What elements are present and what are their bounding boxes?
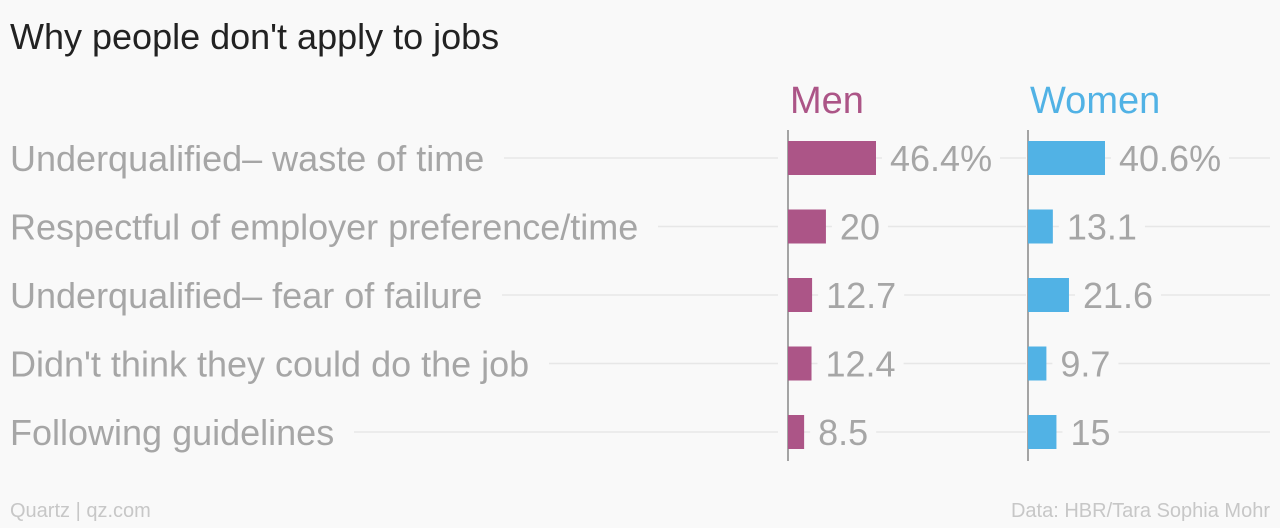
label-background (882, 154, 1001, 162)
series-header: Men (790, 80, 864, 122)
label-background (810, 428, 877, 436)
bar (788, 346, 812, 381)
label-background (831, 222, 888, 231)
bar (1028, 346, 1047, 381)
category-label: Following guidelines (10, 412, 334, 453)
bar (1028, 209, 1053, 244)
bar-value-label: 12.7 (826, 275, 896, 316)
label-background (818, 291, 905, 299)
bar-value-label: 20 (840, 207, 880, 248)
category-label: Underqualified– fear of failure (10, 275, 482, 316)
bar (788, 141, 876, 175)
label-background (1058, 222, 1145, 231)
bar-value-label: 46.4% (890, 138, 992, 179)
bar-value-label: 13.1 (1067, 207, 1137, 248)
bar (1028, 278, 1069, 312)
label-background (1111, 154, 1230, 162)
category-label: Underqualified– waste of time (10, 138, 484, 179)
bar-value-label: 8.5 (818, 412, 868, 453)
footer-credit: Data: HBR/Tara Sophia Mohr (1010, 500, 1270, 522)
label-background (1074, 291, 1162, 299)
footer-source: Quartz | qz.com (10, 500, 151, 522)
bar-value-label: 40.6% (1119, 138, 1221, 179)
series-header: Women (1030, 80, 1160, 122)
chart-title: Why people don't apply to jobs (10, 16, 500, 57)
label-background (1062, 428, 1119, 436)
bar (788, 278, 813, 312)
bar-value-label: 21.6 (1083, 275, 1153, 316)
bar (1028, 141, 1105, 175)
category-label: Didn't think they could do the job (10, 344, 529, 385)
label-background (1052, 359, 1119, 368)
category-label: Respectful of employer preference/time (10, 207, 638, 248)
bar (1028, 415, 1057, 449)
bar-value-label: 9.7 (1060, 344, 1110, 385)
bar-value-label: 15 (1070, 412, 1110, 453)
bar (788, 415, 805, 449)
label-background (817, 359, 904, 368)
bar-value-label: 12.4 (826, 344, 896, 385)
bar (788, 209, 826, 244)
